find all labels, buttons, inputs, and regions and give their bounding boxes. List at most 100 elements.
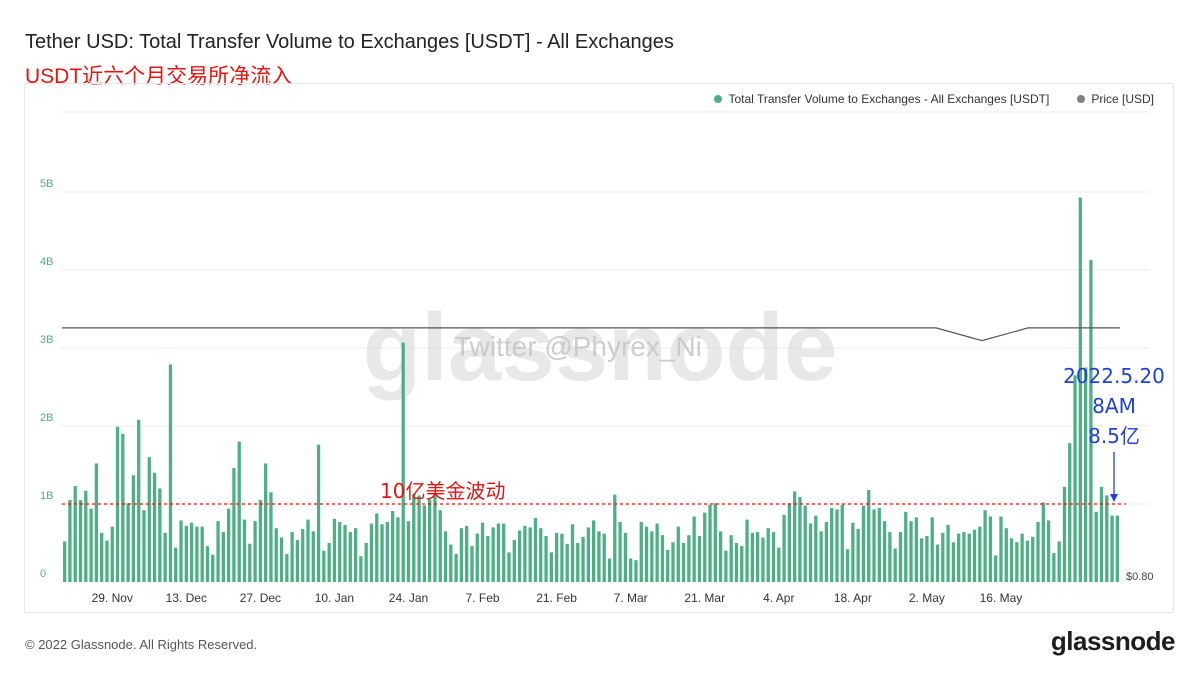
bar-191 — [1073, 375, 1077, 582]
bar-44 — [295, 539, 300, 582]
bar-133 — [766, 528, 770, 582]
bar-13 — [131, 475, 136, 582]
bar-25 — [195, 526, 199, 582]
bar-140 — [803, 505, 807, 582]
bar-56 — [359, 556, 363, 582]
x-tick-label-11: 2. May — [909, 591, 945, 605]
chart-legend: Total Transfer Volume to Exchanges - All… — [714, 92, 1154, 106]
bar-28 — [211, 554, 215, 582]
bar-122 — [708, 504, 712, 582]
bar-16 — [147, 457, 151, 582]
bar-189 — [1062, 486, 1067, 582]
legend-label-volume: Total Transfer Volume to Exchanges - All… — [728, 92, 1050, 106]
y-tick-label-1: 1B — [40, 490, 53, 502]
bar-156 — [888, 532, 892, 582]
bar-162 — [919, 538, 924, 582]
bar-125 — [724, 550, 728, 582]
bar-51 — [332, 518, 337, 582]
chart-panel — [24, 83, 1174, 613]
x-tick-label-2: 27. Dec — [240, 591, 281, 605]
bar-6 — [94, 463, 99, 582]
bar-58 — [369, 523, 374, 582]
bar-198 — [1110, 515, 1114, 582]
bar-121 — [703, 512, 707, 582]
footer-logo[interactable]: glassnode — [1050, 626, 1176, 656]
legend-dot-volume-icon — [714, 95, 723, 103]
bar-152 — [867, 489, 871, 582]
legend-item-volume[interactable]: Total Transfer Volume to Exchanges - All… — [714, 92, 1049, 106]
x-axis: 29. Nov 13. Dec 27. Dec 10. Jan 24. Jan 7. Fe… — [92, 591, 1023, 605]
y-tick-label-2: 2B — [40, 412, 53, 424]
bar-109 — [639, 521, 643, 582]
bar-172 — [972, 529, 977, 582]
bar-81 — [491, 527, 495, 582]
legend-item-price[interactable]: Price [USD] — [1077, 92, 1154, 106]
bar-107 — [629, 558, 633, 582]
bar-144 — [824, 521, 829, 582]
callout-line-0: 2022.5.20 — [1063, 364, 1165, 388]
bar-79 — [480, 522, 485, 582]
bar-76 — [465, 525, 469, 582]
bar-129 — [745, 519, 749, 582]
bar-169 — [957, 533, 961, 582]
bar-75 — [459, 528, 464, 582]
y-axis: 0 1B 2B 3B 4B 5B $0.80 — [40, 178, 1154, 583]
bar-166 — [941, 532, 945, 582]
bar-61 — [385, 521, 389, 582]
price-line — [62, 327, 1120, 342]
bar-123 — [713, 503, 717, 582]
bar-173 — [978, 526, 982, 582]
bar-186 — [1046, 520, 1051, 582]
x-tick-label-0: 29. Nov — [92, 591, 133, 605]
bar-68 — [422, 505, 427, 582]
bar-41 — [279, 537, 284, 582]
bar-4 — [84, 490, 88, 582]
x-tick-label-12: 16. May — [980, 591, 1023, 605]
bar-73 — [449, 544, 453, 582]
bar-105 — [618, 521, 622, 582]
bar-119 — [692, 516, 696, 582]
bar-98 — [581, 536, 585, 582]
bar-180 — [1015, 542, 1019, 582]
bar-97 — [576, 543, 580, 582]
bar-178 — [1004, 528, 1008, 582]
bar-93 — [554, 532, 559, 582]
bar-19 — [163, 532, 167, 582]
bar-46 — [306, 519, 310, 582]
bar-65 — [406, 521, 411, 582]
bar-112 — [655, 523, 659, 582]
bar-116 — [676, 526, 680, 582]
legend-label-price: Price [USD] — [1091, 92, 1154, 106]
bar-80 — [486, 535, 490, 582]
bar-38 — [264, 463, 268, 582]
bar-194 — [1089, 259, 1093, 582]
bar-113 — [660, 535, 665, 582]
bar-102 — [602, 533, 606, 582]
bar-39 — [269, 492, 273, 582]
bar-21 — [174, 547, 178, 582]
callout-line-2: 8.5亿 — [1088, 424, 1140, 448]
bar-64 — [401, 342, 405, 582]
bar-50 — [327, 543, 331, 582]
bar-155 — [882, 521, 887, 582]
bar-30 — [221, 532, 225, 582]
bar-99 — [586, 527, 590, 582]
bar-147 — [840, 504, 844, 582]
bar-1 — [68, 500, 72, 582]
bar-12 — [126, 503, 130, 582]
x-tick-label-7: 7. Mar — [614, 591, 648, 605]
annotations: 10亿美金波动 2022.5.20 8AM 8.5亿 — [62, 364, 1165, 505]
bar-85 — [512, 539, 516, 582]
bar-27 — [205, 546, 210, 582]
bar-36 — [253, 521, 257, 582]
grid-lines — [60, 111, 1150, 505]
footer-copyright: © 2022 Glassnode. All Rights Reserved. — [25, 637, 258, 652]
bar-131 — [755, 532, 760, 582]
bar-135 — [777, 547, 781, 582]
bar-136 — [782, 514, 786, 582]
bar-150 — [856, 528, 860, 582]
bar-115 — [671, 542, 675, 582]
price-series — [62, 327, 1120, 342]
bar-8 — [105, 540, 109, 582]
bar-177 — [999, 516, 1003, 582]
